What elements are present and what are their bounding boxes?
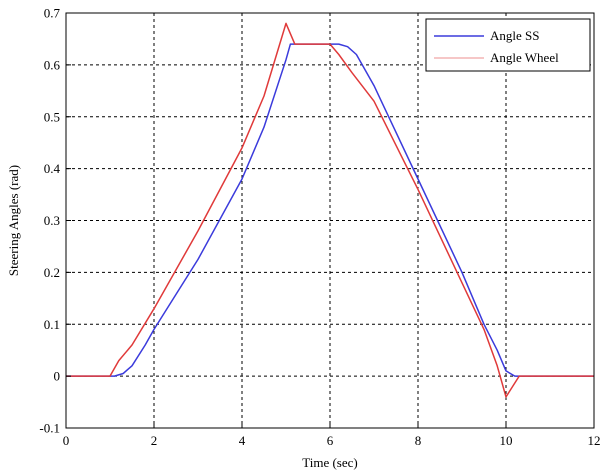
x-tick-label: 0 <box>63 433 70 448</box>
legend: Angle SS Angle Wheel <box>425 18 591 72</box>
y-tick-label: 0.1 <box>44 317 60 332</box>
y-tick-label: 0.3 <box>44 213 60 228</box>
legend-label-angle-wheel: Angle Wheel <box>490 50 559 65</box>
x-tick-label: 12 <box>588 433 601 448</box>
x-ticks: 0 2 4 6 8 10 12 <box>63 423 601 448</box>
x-tick-label: 2 <box>151 433 158 448</box>
y-tick-label: 0.5 <box>44 109 60 124</box>
y-tick-label: 0.6 <box>44 57 61 72</box>
legend-box <box>425 18 591 72</box>
x-axis-title: Time (sec) <box>302 455 358 470</box>
x-tick-label: 6 <box>327 433 334 448</box>
y-ticks: -0.1 0 0.1 0.2 0.3 0.4 0.5 0.6 0.7 <box>39 6 71 436</box>
series-line-angle-wheel <box>66 22 594 398</box>
y-tick-label: 0.7 <box>44 6 61 21</box>
y-tick-label: 0 <box>54 369 61 384</box>
x-tick-label: 8 <box>415 433 422 448</box>
y-tick-label: 0.4 <box>44 161 61 176</box>
y-tick-label: 0.2 <box>44 265 60 280</box>
series-lines <box>66 22 594 398</box>
x-tick-label: 10 <box>500 433 513 448</box>
grid <box>66 13 594 428</box>
legend-label-angle-ss: Angle SS <box>490 28 539 43</box>
y-axis-title: Steering Angles (rad) <box>6 165 21 276</box>
x-tick-label: 4 <box>239 433 246 448</box>
y-tick-label: -0.1 <box>39 421 60 436</box>
